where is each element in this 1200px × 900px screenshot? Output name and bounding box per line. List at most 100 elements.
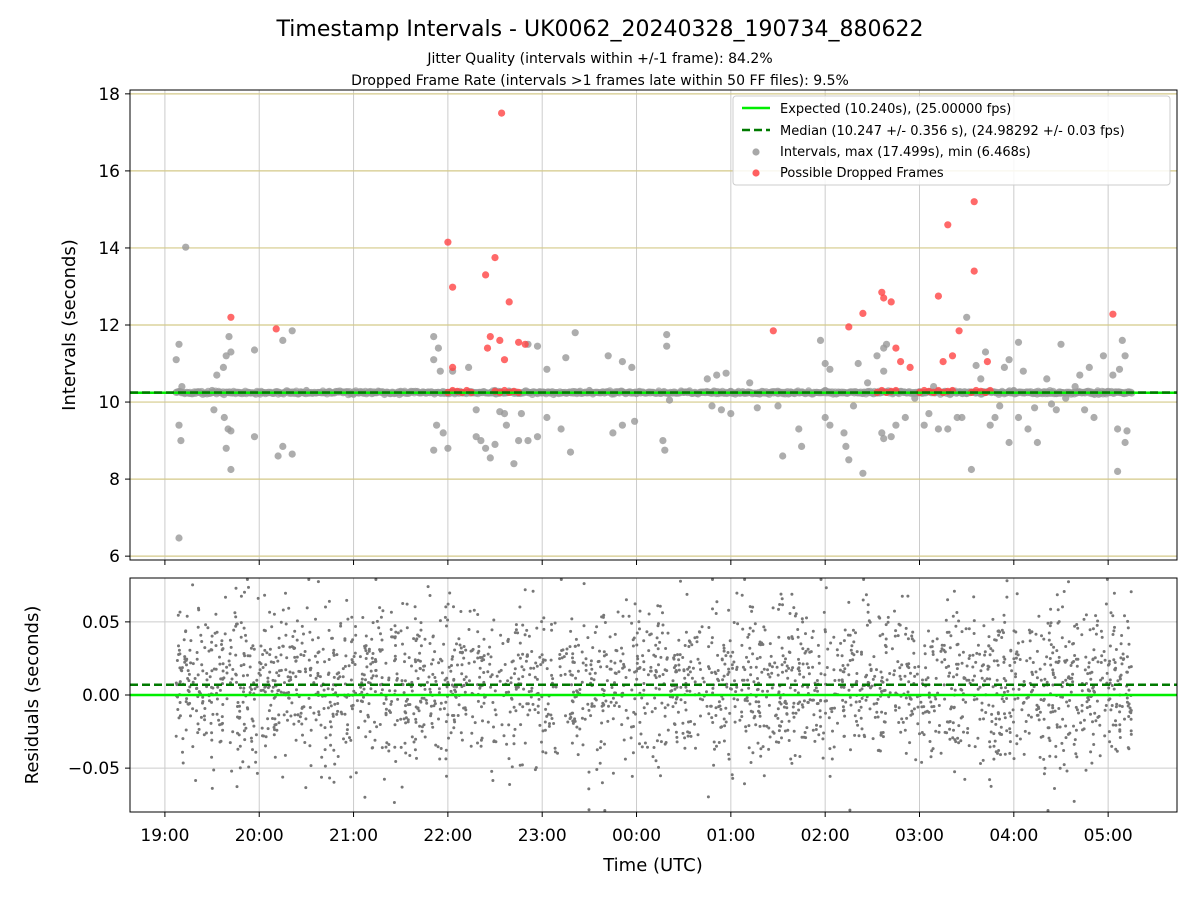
residual-point: [1011, 708, 1015, 712]
residual-point: [1104, 602, 1108, 606]
interval-point: [543, 413, 551, 422]
residual-point: [428, 687, 432, 691]
residual-point: [1016, 641, 1020, 645]
residual-point: [389, 610, 393, 614]
residual-point: [657, 765, 660, 769]
residual-point: [638, 666, 642, 669]
residual-point: [261, 666, 265, 669]
residual-point: [464, 712, 468, 716]
residual-point: [271, 717, 274, 720]
interval-point: [1014, 338, 1023, 346]
residual-point: [279, 690, 283, 694]
residual-point: [624, 598, 628, 602]
residual-point: [1053, 709, 1057, 713]
residual-point: [719, 725, 723, 729]
interval-point: [882, 340, 891, 348]
residual-point: [1108, 644, 1112, 648]
residual-point: [663, 742, 667, 746]
residual-point: [437, 661, 441, 665]
residual-point: [565, 652, 568, 656]
residual-point: [389, 628, 393, 631]
residual-point: [638, 627, 641, 631]
residual-point: [196, 731, 200, 735]
residual-point: [728, 639, 732, 643]
residual-point: [1055, 723, 1059, 727]
legend-dropped-swatch: [752, 169, 760, 177]
residual-point: [513, 667, 517, 671]
residual-point: [221, 647, 225, 651]
residual-point: [299, 711, 303, 715]
residual-point: [744, 729, 748, 733]
residual-point: [776, 716, 780, 720]
residual-point: [1003, 752, 1007, 756]
residual-point: [457, 703, 461, 707]
residual-point: [693, 636, 697, 640]
residual-point: [679, 579, 682, 583]
residual-point: [378, 723, 382, 726]
residual-point: [478, 656, 482, 659]
residual-point: [1035, 708, 1039, 712]
residual-point: [293, 629, 297, 633]
residual-point: [661, 673, 665, 676]
interval-point: [840, 429, 848, 437]
residual-point: [462, 706, 466, 710]
residual-point: [846, 663, 850, 667]
residual-point: [810, 698, 814, 702]
interval-point: [842, 442, 850, 450]
residual-point: [1118, 704, 1122, 708]
residual-point: [595, 625, 599, 629]
residual-point: [203, 646, 207, 650]
residual-point: [324, 736, 328, 740]
residual-point: [520, 763, 524, 767]
residual-point: [540, 653, 544, 657]
residual-point: [650, 710, 654, 714]
residual-point: [432, 704, 436, 708]
residual-point: [1064, 678, 1068, 682]
residual-point: [864, 698, 868, 702]
residual-point: [414, 720, 418, 724]
residual-point: [1047, 631, 1051, 635]
residual-point: [913, 665, 917, 669]
residual-point: [797, 708, 801, 712]
residual-point: [331, 687, 335, 691]
residual-point: [744, 725, 748, 729]
residual-point: [1105, 671, 1109, 675]
residual-point: [472, 660, 476, 664]
residual-point: [214, 612, 218, 616]
residual-point: [437, 687, 441, 691]
residual-point: [805, 726, 809, 730]
residual-point: [273, 755, 277, 759]
residual-point: [404, 704, 407, 708]
residual-point: [239, 686, 242, 690]
residual-point: [1046, 809, 1050, 812]
residual-point: [542, 627, 546, 631]
residual-point: [1114, 723, 1118, 727]
residual-point: [975, 697, 979, 701]
residual-point: [344, 654, 348, 658]
residual-point: [716, 677, 720, 681]
residual-point: [774, 714, 777, 718]
residual-point: [664, 647, 668, 650]
residual-point: [884, 637, 888, 641]
residual-point: [295, 638, 299, 642]
residual-point: [438, 757, 442, 761]
residual-point: [374, 668, 378, 672]
residual-point: [228, 663, 232, 667]
interval-point: [972, 361, 980, 370]
residual-point: [230, 677, 234, 681]
residual-point: [833, 679, 837, 682]
residual-point: [645, 702, 649, 706]
residual-point: [800, 617, 804, 621]
residual-point: [244, 726, 248, 730]
residual-point: [387, 678, 391, 682]
residual-point: [518, 641, 522, 645]
residual-point: [929, 700, 933, 704]
residual-point: [715, 744, 718, 748]
residual-point: [233, 611, 237, 615]
residual-point: [1111, 633, 1115, 636]
residual-point: [456, 714, 460, 717]
residual-point: [814, 728, 818, 731]
residual-point: [512, 705, 516, 709]
residual-point: [688, 731, 692, 735]
residual-point: [414, 717, 418, 721]
